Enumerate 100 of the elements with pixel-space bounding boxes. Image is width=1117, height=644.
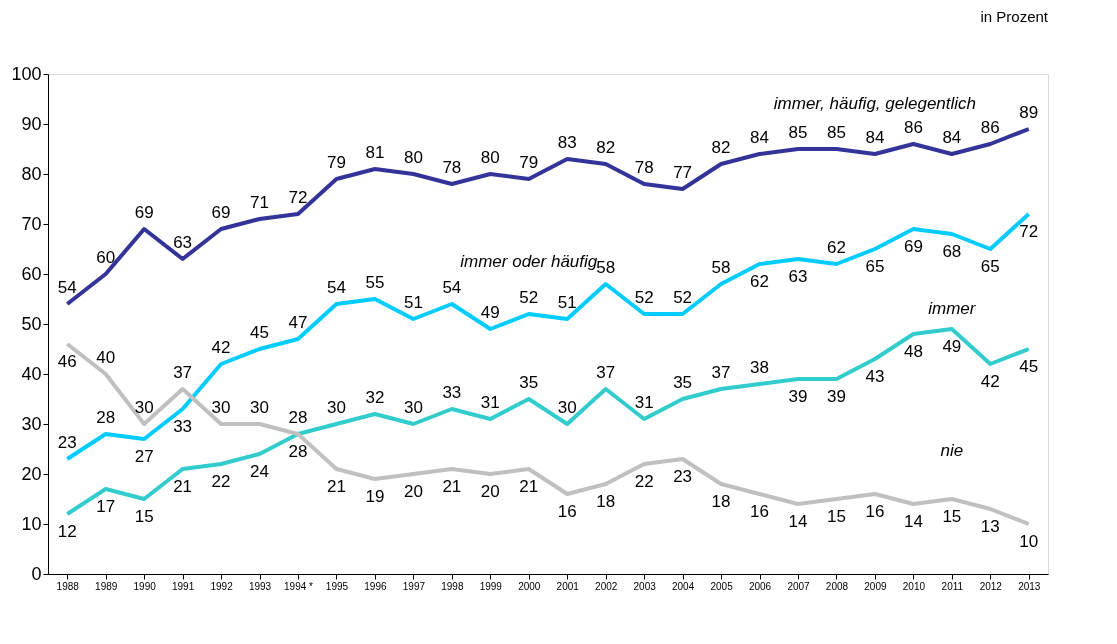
data-label: 58	[596, 258, 616, 277]
x-tick-label: 1991	[171, 580, 195, 592]
data-label: 33	[173, 417, 193, 436]
data-label: 62	[827, 238, 846, 257]
data-label: 82	[596, 138, 616, 157]
data-label: 39	[827, 387, 846, 406]
y-tick-label: 70	[21, 213, 42, 234]
data-label: 37	[173, 363, 193, 382]
data-label: 83	[557, 133, 577, 152]
y-tick-label: 90	[21, 113, 42, 134]
data-label: 21	[519, 477, 539, 496]
data-label: 52	[519, 288, 539, 307]
data-label: 71	[250, 193, 269, 212]
data-label: 16	[750, 502, 769, 521]
data-label: 16	[865, 502, 885, 521]
data-label: 30	[134, 398, 154, 417]
data-label: 78	[634, 158, 654, 177]
data-label: 35	[673, 373, 693, 392]
data-label: 37	[596, 363, 616, 382]
data-label: 37	[711, 363, 731, 382]
data-label: 14	[788, 512, 808, 531]
data-label: 21	[442, 477, 462, 496]
data-label: 42	[980, 372, 1000, 391]
data-label: 54	[327, 278, 346, 297]
data-label: 13	[980, 517, 1000, 536]
x-tick-label: 1999	[479, 580, 503, 592]
data-label: 63	[788, 267, 808, 286]
data-label: 28	[288, 408, 308, 427]
data-label: 30	[327, 398, 346, 417]
data-label: 43	[865, 367, 885, 386]
data-label: 62	[750, 272, 769, 291]
data-label: 80	[403, 148, 423, 167]
data-label: 35	[519, 373, 539, 392]
data-label: 21	[327, 477, 346, 496]
data-label: 72	[1019, 222, 1039, 241]
data-label: 81	[365, 143, 385, 162]
y-tick-label: 40	[21, 363, 42, 384]
data-label: 80	[480, 148, 500, 167]
data-label: 33	[442, 383, 462, 402]
x-tick-label: 2000	[518, 580, 541, 592]
data-label: 15	[134, 507, 154, 526]
x-tick-label: 1996	[364, 580, 387, 592]
data-label: 18	[596, 492, 616, 511]
data-label: 30	[211, 398, 231, 417]
data-label: 63	[173, 233, 193, 252]
y-tick-label: 50	[21, 313, 42, 334]
data-label: 28	[288, 442, 308, 461]
x-tick-label: 1994 *	[284, 580, 314, 592]
x-tick-label: 2007	[787, 580, 811, 592]
data-label: 85	[827, 123, 846, 142]
x-tick-label: 2012	[979, 580, 1003, 592]
x-tick-label: 1993	[248, 580, 272, 592]
data-label: 49	[942, 337, 962, 356]
data-label: 20	[480, 482, 500, 501]
data-label: 86	[980, 118, 1000, 137]
x-tick-label: 2002	[595, 580, 618, 592]
data-label: 15	[827, 507, 846, 526]
data-label: 55	[365, 273, 385, 292]
data-label: 68	[942, 242, 962, 261]
text: nie	[940, 441, 964, 460]
y-tick-label: 20	[21, 463, 42, 484]
x-tick-label: 1995	[325, 580, 349, 592]
series-label: immer	[928, 299, 977, 318]
data-label: 54	[442, 278, 462, 297]
y-tick-label: 80	[21, 163, 42, 184]
y-tick-label: 60	[21, 263, 42, 284]
data-label: 22	[211, 472, 231, 491]
x-tick-label: 2005	[710, 580, 734, 592]
data-label: 16	[557, 502, 577, 521]
data-label: 27	[134, 447, 154, 466]
x-tick-label: 2001	[556, 580, 580, 592]
data-label: 47	[288, 313, 308, 332]
data-label: 60	[96, 248, 116, 267]
data-label: 18	[711, 492, 731, 511]
data-label: 79	[327, 153, 346, 172]
y-tick-label: 0	[31, 563, 42, 584]
data-label: 19	[365, 487, 385, 506]
data-label: 31	[480, 393, 500, 412]
data-label: 86	[903, 118, 923, 137]
data-label: 52	[673, 288, 693, 307]
data-label: 32	[365, 388, 385, 407]
data-label: 14	[903, 512, 923, 531]
data-label: 72	[288, 188, 308, 207]
data-label: 46	[57, 352, 77, 371]
data-label: 82	[711, 138, 731, 157]
data-label: 12	[57, 522, 77, 541]
data-label: 79	[519, 153, 539, 172]
x-tick-label: 1988	[56, 580, 80, 592]
data-label: 38	[750, 358, 769, 377]
data-label: 84	[750, 128, 769, 147]
x-tick-label: 2013	[1018, 580, 1041, 592]
data-label: 23	[673, 467, 693, 486]
series-label: immer oder häufig	[460, 252, 598, 271]
x-tick-label: 1998	[441, 580, 464, 592]
data-label: 20	[403, 482, 423, 501]
data-label: 69	[903, 237, 923, 256]
data-label: 54	[57, 278, 77, 297]
data-label: 89	[1019, 103, 1039, 122]
data-label: 45	[1019, 357, 1039, 376]
data-label: 69	[211, 203, 231, 222]
